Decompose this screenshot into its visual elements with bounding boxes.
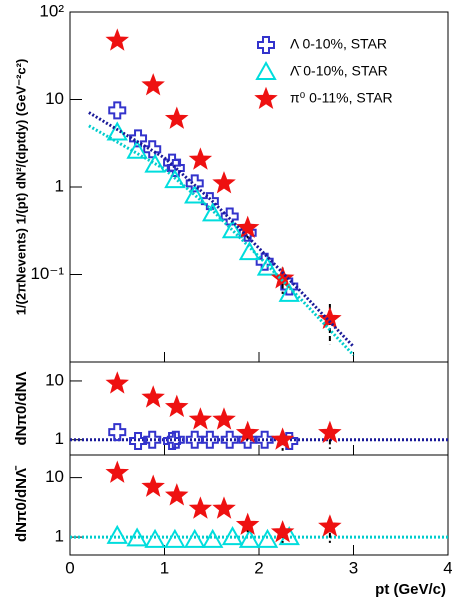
data-point (143, 430, 162, 449)
data-point (221, 219, 244, 239)
data-point (141, 474, 165, 497)
data-point (108, 423, 127, 442)
y-tick-label: 10² (39, 1, 64, 20)
data-point (318, 420, 342, 444)
data-point (212, 407, 236, 430)
data-point (256, 528, 279, 548)
data-point (164, 528, 186, 548)
data-point (270, 427, 295, 450)
data-point (166, 430, 185, 449)
data-point (235, 512, 260, 535)
data-point (163, 432, 182, 451)
y-tick-label: 1 (55, 527, 64, 546)
data-point (188, 496, 213, 519)
data-point (185, 174, 204, 193)
legend-label: Λ 0-10%, STAR (290, 36, 387, 52)
x-tick-label: 2 (254, 558, 263, 577)
data-point (235, 420, 260, 444)
data-point (220, 430, 239, 449)
data-point (220, 207, 239, 226)
data-point (185, 430, 204, 449)
data-point (318, 514, 342, 537)
legend-label: Λ̄ 0-10%, STAR (290, 63, 388, 79)
data-point (105, 28, 130, 51)
data-point (144, 153, 166, 173)
x-tick-label: 0 (65, 558, 74, 577)
legend-label: π⁰ 0-11%, STAR (290, 90, 393, 106)
data-point (164, 106, 189, 129)
data-point (255, 430, 274, 449)
data-point (105, 371, 129, 394)
x-axis-label: pt (GeV/c) (375, 581, 446, 598)
data-point (200, 430, 219, 449)
data-point (184, 528, 206, 548)
data-point (164, 169, 186, 189)
x-tick-label: 1 (160, 558, 169, 577)
fit-line (88, 124, 355, 357)
data-point (270, 520, 295, 543)
plot-frame (69, 11, 449, 363)
data-point (278, 282, 300, 302)
data-point (144, 528, 166, 548)
data-point (201, 202, 224, 222)
legend-marker (255, 60, 277, 80)
data-point (200, 192, 219, 211)
data-point (212, 496, 236, 519)
legend-marker (257, 36, 275, 54)
data-point (221, 526, 244, 546)
data-point (184, 184, 206, 204)
data-point (126, 527, 148, 547)
data-point (201, 528, 224, 548)
y-tick-label: 10⁻¹ (30, 264, 64, 283)
data-point (256, 256, 279, 276)
y-tick-label: 10 (45, 467, 64, 486)
y-axis-label: dNπ0/dNΛ̄ (13, 465, 30, 542)
y-tick-label: 10 (45, 370, 64, 389)
data-point (238, 528, 261, 548)
data-point (106, 524, 128, 544)
data-point (141, 73, 165, 96)
y-axis-label: 1/(2πNevents) 1/(pt) dN²/(dptdy) (GeV⁻²c… (13, 59, 28, 316)
fit-line (88, 111, 355, 348)
data-point (166, 158, 185, 177)
data-point (105, 460, 130, 483)
data-point (188, 407, 213, 430)
data-point (129, 432, 148, 451)
data-point (164, 394, 189, 418)
x-tick-label: 3 (349, 558, 358, 577)
legend-marker (254, 86, 278, 110)
y-tick-label: 1 (55, 176, 64, 195)
data-point (141, 385, 165, 408)
y-tick-label: 10 (45, 89, 64, 108)
data-point (188, 147, 213, 170)
data-point (212, 171, 236, 194)
data-point (235, 215, 260, 239)
x-tick-label: 4 (443, 558, 452, 577)
y-tick-label: 1 (55, 429, 64, 448)
data-point (129, 129, 148, 148)
data-point (108, 101, 127, 120)
data-point (164, 483, 189, 506)
y-axis-label: dNπ0/dNΛ (13, 372, 30, 446)
